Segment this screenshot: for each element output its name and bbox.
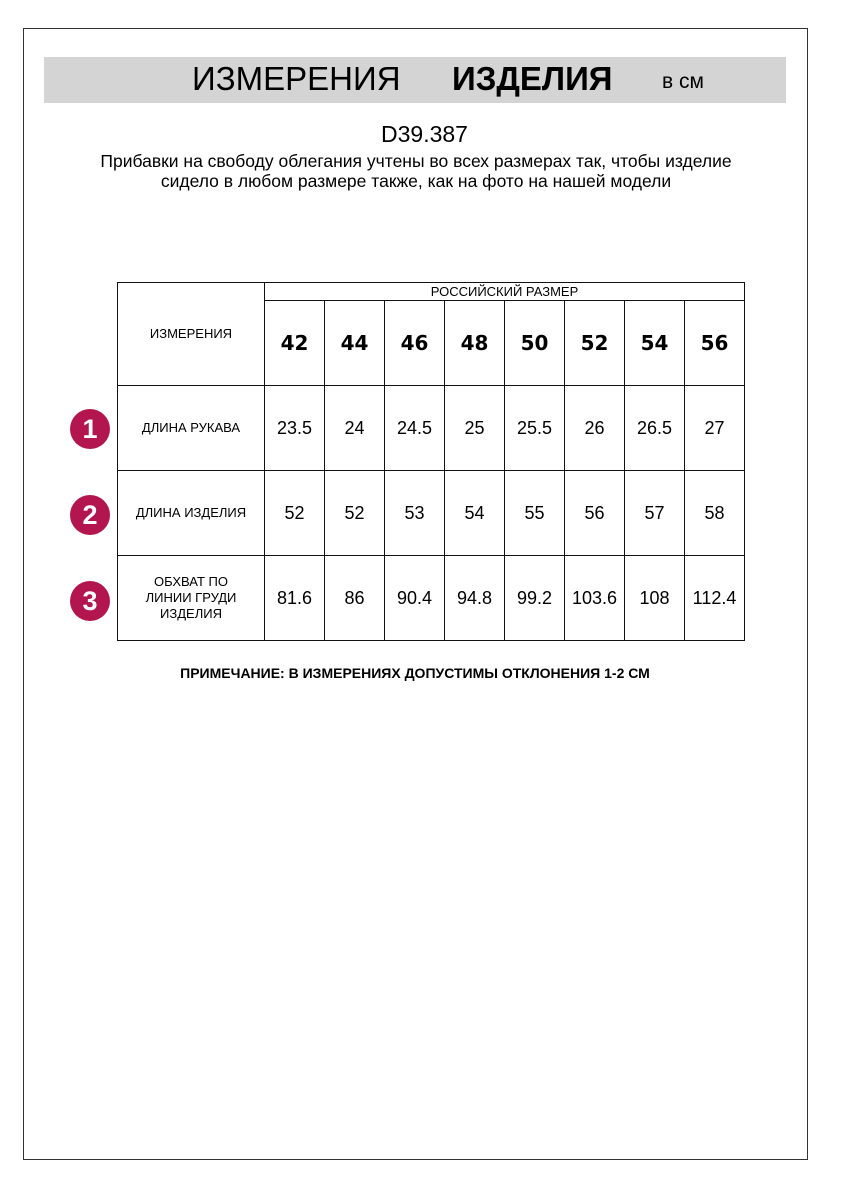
size-header: 46	[384, 300, 445, 386]
value-cell: 56	[564, 470, 625, 556]
table-row: ДЛИНА РУКАВА 23.5 24 24.5 25 25.5 26 26.5 27	[117, 385, 745, 471]
row-label: ДЛИНА РУКАВА	[117, 385, 265, 471]
size-header: 54	[624, 300, 685, 386]
value-cell: 53	[384, 470, 445, 556]
row-number-badge: 1	[70, 409, 110, 449]
row-number-badge: 3	[70, 581, 110, 621]
value-cell: 54	[444, 470, 505, 556]
size-header: 48	[444, 300, 505, 386]
title-regular: ИЗМЕРЕНИЯ	[192, 60, 401, 97]
corner-label: ИЗМЕРЕНИЯ	[117, 282, 265, 386]
value-cell: 25	[444, 385, 505, 471]
value-cell: 24.5	[384, 385, 445, 471]
value-cell: 108	[624, 555, 685, 641]
value-cell: 103.6	[564, 555, 625, 641]
table-row: ДЛИНА ИЗДЕЛИЯ 52 52 53 54 55 56 57 58	[117, 470, 745, 556]
value-cell: 24	[324, 385, 385, 471]
note: ПРИМЕЧАНИЕ: В ИЗМЕРЕНИЯХ ДОПУСТИМЫ ОТКЛО…	[180, 665, 650, 681]
page-frame	[23, 28, 808, 1160]
size-header: 52	[564, 300, 625, 386]
value-cell: 86	[324, 555, 385, 641]
value-cell: 52	[264, 470, 325, 556]
value-cell: 23.5	[264, 385, 325, 471]
size-header: 44	[324, 300, 385, 386]
size-header: 56	[684, 300, 745, 386]
value-cell: 26	[564, 385, 625, 471]
value-cell: 55	[504, 470, 565, 556]
size-header: 42	[264, 300, 325, 386]
value-cell: 26.5	[624, 385, 685, 471]
value-cell: 90.4	[384, 555, 445, 641]
value-cell: 25.5	[504, 385, 565, 471]
value-cell: 27	[684, 385, 745, 471]
value-cell: 112.4	[684, 555, 745, 641]
row-label: ОБХВАТ ПО ЛИНИИ ГРУДИ ИЗДЕЛИЯ	[117, 555, 265, 641]
value-cell: 99.2	[504, 555, 565, 641]
description: Прибавки на свободу облегания учтены во …	[100, 151, 732, 191]
value-cell: 81.6	[264, 555, 325, 641]
row-number-badge: 2	[70, 495, 110, 535]
size-table: ИЗМЕРЕНИЯ РОССИЙСКИЙ РАЗМЕР 42 44 46 48 50 52…	[117, 282, 745, 641]
value-cell: 58	[684, 470, 745, 556]
size-header: 50	[504, 300, 565, 386]
value-cell: 57	[624, 470, 685, 556]
row-label: ДЛИНА ИЗДЕЛИЯ	[117, 470, 265, 556]
title-unit: в см	[662, 70, 704, 93]
product-code: D39.387	[381, 121, 468, 147]
title-banner	[44, 57, 786, 103]
title-bold: ИЗДЕЛИЯ	[452, 60, 613, 97]
value-cell: 94.8	[444, 555, 505, 641]
group-header: РОССИЙСКИЙ РАЗМЕР	[264, 282, 745, 301]
table-row: ОБХВАТ ПО ЛИНИИ ГРУДИ ИЗДЕЛИЯ 81.6 86 90.4 9…	[117, 555, 745, 641]
value-cell: 52	[324, 470, 385, 556]
